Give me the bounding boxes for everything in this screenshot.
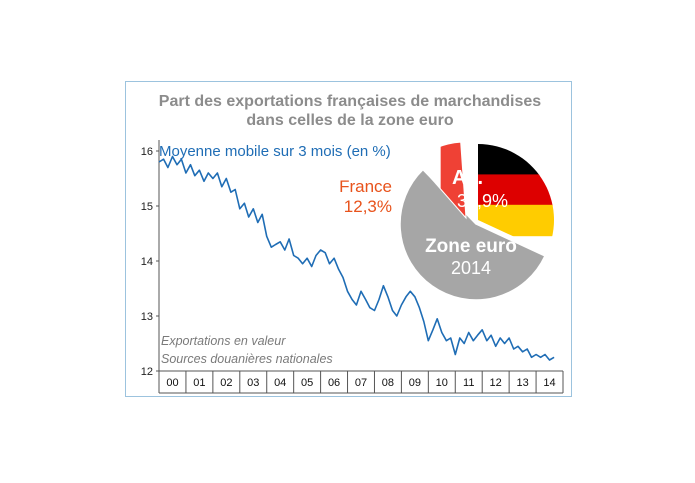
pie-label-france: France [339,177,392,196]
x-tick-label: 03 [247,377,259,389]
x-tick-label: 14 [543,377,555,389]
chart-title-line1: Part des exportations françaises de marc… [159,93,541,110]
pie-slice-rest [399,168,546,301]
pie-value-germany: 31,9% [457,191,508,211]
pie-value-france: 12,3% [344,197,392,216]
y-tick-label: 16 [141,146,153,158]
chart-subtitle: Moyenne mobile sur 3 mois (en %) [159,143,391,160]
x-tick-label: 09 [409,377,421,389]
x-tick-label: 13 [516,377,528,389]
series-layer [158,155,555,361]
pie-title-line2: 2014 [451,258,491,278]
pie-label-germany: All. [452,167,483,189]
y-tick-label: 15 [141,201,153,213]
x-tick-label: 10 [436,377,448,389]
germany-stripe [478,174,554,206]
chart-title-line2: dans celles de la zone euro [246,112,453,129]
x-tick-label: 02 [220,377,232,389]
pie-title-line1: Zone euro [425,236,517,257]
chart-svg: Part des exportations françaises de marc… [141,93,564,394]
x-tick-label: 06 [328,377,340,389]
y-tick-label: 13 [141,311,153,323]
x-tick-label: 12 [490,377,502,389]
x-tick-label: 05 [301,377,313,389]
germany-stripe [478,144,554,176]
chart-frame: Part des exportations françaises de marc… [125,81,572,397]
y-tick-label: 14 [141,256,153,268]
series-line [158,155,555,361]
x-tick-label: 07 [355,377,367,389]
x-tick-label: 11 [463,377,474,389]
note-line1: Exportations en valeur [161,334,286,348]
note-line2: Sources douanières nationales [161,352,333,366]
y-tick-label: 12 [141,366,153,378]
x-tick-label: 04 [274,377,286,389]
x-tick-label: 01 [193,377,205,389]
axes: 12 13 14 15 16 00 01 02 03 04 05 06 07 08 09 10 11 12 13 14 [141,140,564,394]
x-tick-label: 00 [166,377,178,389]
x-tick-label: 08 [382,377,394,389]
france-outline [415,141,467,220]
